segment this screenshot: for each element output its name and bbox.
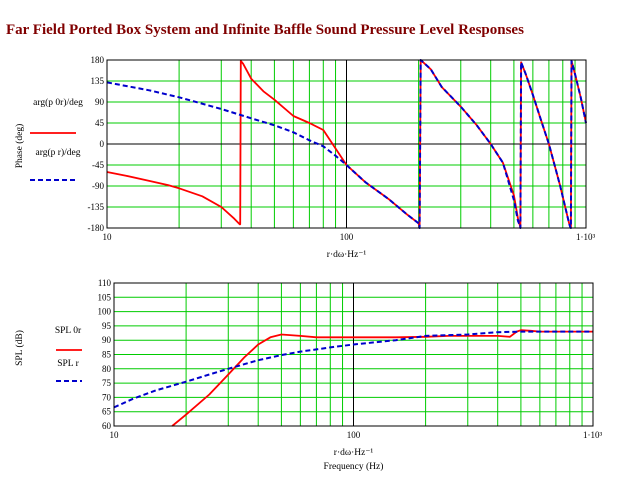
x-tick-label: 100: [347, 430, 361, 440]
legend-label-baffle: arg(p r)/deg: [36, 147, 81, 158]
legend-label-baffle: SPL r: [57, 359, 79, 369]
y-tick-label: 0: [100, 139, 105, 149]
y-tick-label: 45: [95, 118, 105, 128]
y-tick-label: -90: [92, 181, 104, 191]
x-tick-label: 1·10³: [583, 430, 602, 440]
y-tick-label: 65: [102, 407, 112, 417]
y-tick-label: 85: [102, 350, 112, 360]
y-tick-label: 180: [91, 55, 105, 65]
x-axis-label: r·dω·Hz⁻¹: [334, 448, 374, 458]
y-tick-label: 75: [102, 378, 112, 388]
y-tick-label: 70: [102, 392, 112, 402]
y-tick-label: 60: [102, 421, 112, 431]
y-tick-label: -135: [88, 202, 105, 212]
series-line-baffle: [113, 330, 593, 409]
legend: SPL 0r SPL r: [55, 326, 82, 382]
y-axis-label: Phase (deg): [14, 124, 25, 169]
plot-frame: [113, 282, 594, 427]
x-tick-label: 1·10³: [576, 232, 595, 242]
x-tick-label: 100: [340, 232, 354, 242]
y-tick-label: -180: [88, 223, 105, 233]
y-tick-label: 95: [102, 321, 112, 331]
y-tick-label: 80: [102, 364, 112, 374]
y-tick-label: 105: [98, 292, 112, 302]
y-tick-label: 90: [95, 97, 105, 107]
series-line-baffle: [106, 59, 587, 229]
y-tick-label: 90: [102, 335, 112, 345]
x-tick-label: 10: [103, 232, 113, 242]
y-tick-label: 110: [98, 278, 112, 288]
x-tick-label: 10: [110, 430, 120, 440]
legend-label-ported: arg(p 0r)/deg: [33, 97, 83, 108]
legend-label-ported: SPL 0r: [55, 326, 82, 336]
plot-frame: [106, 59, 587, 229]
y-tick-label: 135: [91, 76, 105, 86]
x-axis-label-frequency: Frequency (Hz): [324, 461, 384, 472]
x-axis-label: r·dω·Hz⁻¹: [327, 250, 367, 260]
y-tick-label: 100: [98, 307, 112, 317]
chart-title: Far Field Ported Box System and Infinite…: [6, 22, 524, 38]
y-axis-label: SPL (dB): [14, 330, 25, 366]
y-tick-label: -45: [92, 160, 104, 170]
legend: arg(p 0r)/deg arg(p r)/deg: [30, 97, 83, 181]
series-line-ported: [171, 329, 593, 427]
